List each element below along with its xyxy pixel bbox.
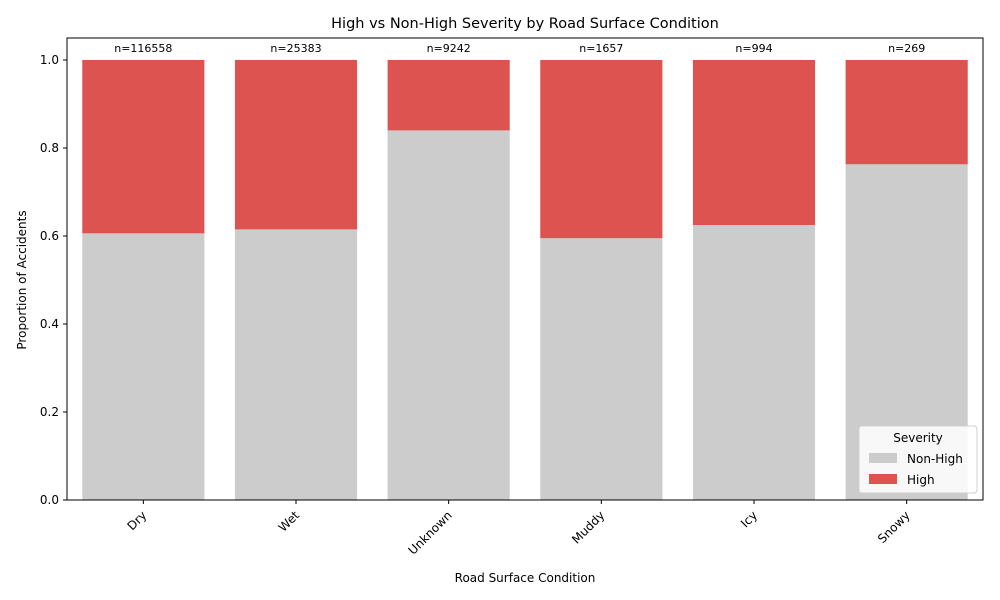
chart-title: High vs Non-High Severity by Road Surfac…: [331, 16, 719, 32]
x-tick-label: Snowy: [875, 508, 913, 546]
y-tick-label: 0.0: [40, 493, 59, 507]
count-label: n=1657: [579, 42, 623, 55]
y-tick-label: 1.0: [40, 53, 59, 67]
bar-non-high-wet: [234, 229, 358, 500]
count-label: n=994: [735, 42, 772, 55]
bar-high-muddy: [540, 60, 663, 239]
y-axis-label: Proportion of Accidents: [15, 210, 29, 349]
legend-swatch-non-high: [869, 453, 897, 463]
axes-frame: [66, 37, 984, 501]
plot-area: n=116558 Dry n=25383 Wet n=9242 Unknown n=1657…: [40, 37, 984, 558]
legend-title: Severity: [893, 431, 943, 445]
legend-swatch-high: [869, 474, 897, 484]
legend-label-non-high: Non-High: [907, 452, 963, 466]
count-label: n=269: [888, 42, 925, 55]
y-tick-label: 0.6: [40, 229, 59, 243]
y-tick-label: 0.8: [40, 141, 59, 155]
bar-non-high-unknown: [387, 130, 510, 500]
bar-high-snowy: [845, 60, 968, 165]
y-tick-label: 0.4: [40, 317, 59, 331]
x-axis-label: Road Surface Condition: [455, 571, 596, 585]
y-tick-label: 0.2: [40, 405, 59, 419]
x-tick-label: Muddy: [569, 508, 607, 546]
count-label: n=25383: [270, 42, 321, 55]
bar-non-high-muddy: [540, 238, 663, 500]
bar-high-unknown: [387, 60, 510, 131]
x-tick-label: Unknown: [405, 508, 454, 557]
bar-high-dry: [82, 60, 205, 234]
bar-high-wet: [234, 60, 358, 230]
count-label: n=116558: [114, 42, 172, 55]
legend: Severity Non-High High: [858, 425, 978, 494]
legend-label-high: High: [907, 473, 935, 487]
x-tick-label: Icy: [738, 508, 760, 530]
bar-non-high-icy: [692, 225, 816, 500]
x-tick-label: Dry: [125, 508, 150, 533]
x-tick-label: Wet: [276, 508, 303, 535]
bar-non-high-dry: [82, 233, 205, 501]
count-label: n=9242: [427, 42, 471, 55]
bar-high-icy: [692, 60, 816, 225]
